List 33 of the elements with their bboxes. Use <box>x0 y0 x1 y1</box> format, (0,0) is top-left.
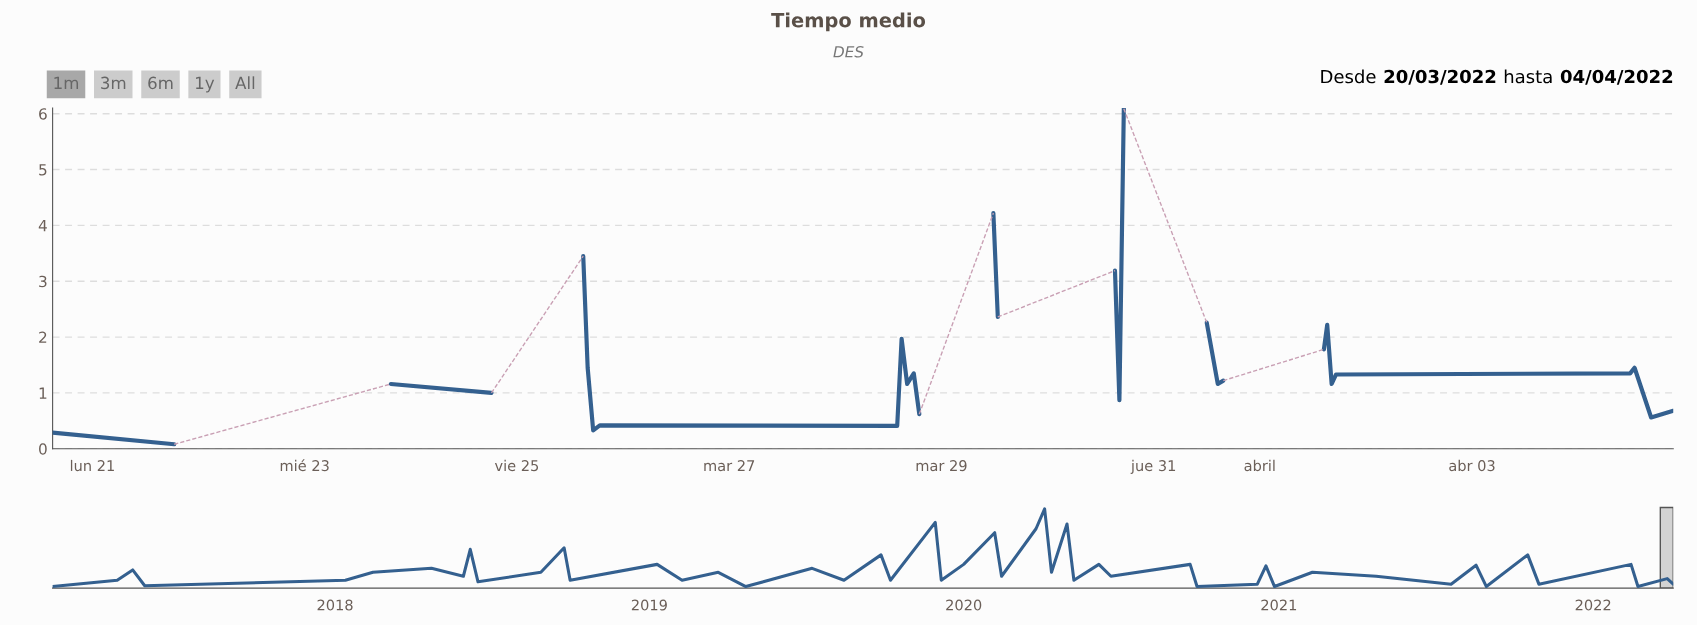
y-tick-label: 5 <box>39 164 47 176</box>
x-tick-label: mar 29 <box>916 460 967 472</box>
y-tick-label: 1 <box>39 387 47 399</box>
x-tick-label: mié 23 <box>280 459 329 472</box>
x-tick-label: 2019 <box>631 599 667 611</box>
x-tick-label: 2020 <box>946 599 982 611</box>
text: 20/03/2022 <box>1384 69 1496 85</box>
x-tick-label: jue 31 <box>1130 459 1176 474</box>
x-tick-label: 2018 <box>317 599 353 611</box>
line-series <box>1321 322 1674 420</box>
y-tick-label: 4 <box>38 220 47 232</box>
text: hasta <box>1504 69 1552 84</box>
x-tick-label: abril <box>1244 459 1275 472</box>
x-tick-label: 2022 <box>1575 599 1611 611</box>
y-tick-label: 0 <box>39 443 47 455</box>
text: All <box>235 76 255 89</box>
x-tick-label: lun 21 <box>70 459 114 472</box>
text: 6m <box>148 76 173 90</box>
y-tick-label: 2 <box>39 331 47 343</box>
x-tick-label: abr 03 <box>1449 459 1495 472</box>
chart-subtitle: DES <box>833 46 864 58</box>
x-tick-label: mar 27 <box>704 460 755 472</box>
text: 04/04/2022 <box>1560 69 1673 85</box>
text: 1m <box>54 76 79 89</box>
y-tick-label: 6 <box>39 108 47 120</box>
x-tick-label: vie 25 <box>494 459 539 472</box>
y-tick-label: 3 <box>39 275 47 288</box>
text: 3m <box>101 76 126 90</box>
chart-title: Tiempo medio <box>771 12 926 32</box>
text: Desde <box>1321 69 1376 84</box>
line-series <box>581 254 922 433</box>
text: 1y <box>196 76 215 93</box>
x-tick-label: 2021 <box>1261 599 1297 611</box>
